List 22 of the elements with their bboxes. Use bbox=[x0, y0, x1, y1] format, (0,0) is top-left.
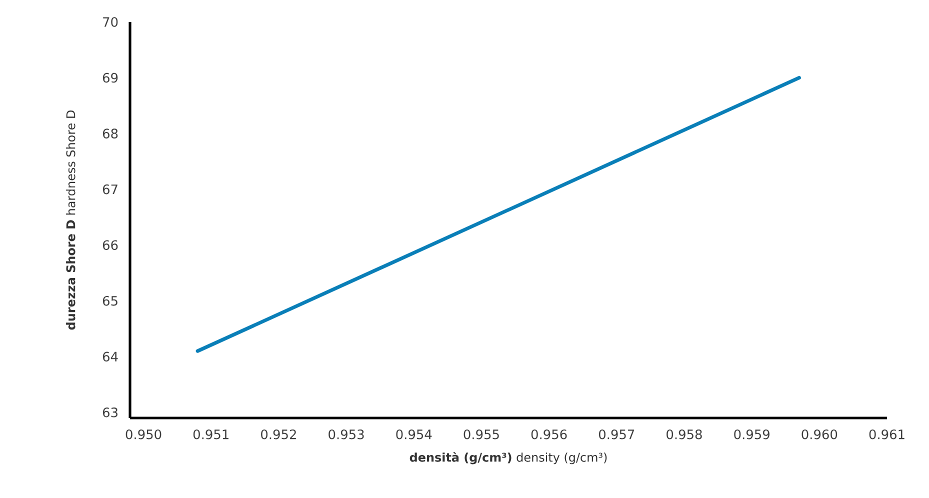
y-tick-label: 64 bbox=[102, 352, 118, 362]
y-tick-label: 63 bbox=[102, 408, 118, 418]
x-tick-label: 0.959 bbox=[734, 429, 770, 440]
x-tick-label: 0.951 bbox=[193, 429, 228, 440]
y-tick-label: 65 bbox=[102, 296, 118, 306]
y-tick-label: 70 bbox=[103, 17, 118, 27]
y-tick-label: 69 bbox=[102, 72, 118, 83]
x-tick-label: 0.952 bbox=[261, 429, 296, 440]
y-tick-label: 67 bbox=[102, 184, 118, 194]
x-tick-label: 0.960 bbox=[802, 429, 838, 440]
x-tick-label: 0.953 bbox=[328, 429, 364, 440]
x-tick-label: 0.958 bbox=[666, 429, 702, 440]
x-tick-label: 0.961 bbox=[869, 429, 904, 440]
x-tick-label: 0.957 bbox=[598, 429, 634, 440]
x-tick-label: 0.955 bbox=[464, 429, 499, 440]
y-tick-label: 68 bbox=[102, 128, 118, 138]
x-tick-label: 0.956 bbox=[531, 429, 567, 440]
x-axis-title: densità (g/cm³) density (g/cm³) bbox=[410, 452, 607, 464]
x-tick-label: 0.954 bbox=[396, 429, 432, 440]
y-axis-title: durezza Shore D hardness Shore D bbox=[66, 110, 76, 330]
y-tick-label: 66 bbox=[102, 240, 118, 250]
x-tick-label: 0.950 bbox=[126, 429, 162, 440]
